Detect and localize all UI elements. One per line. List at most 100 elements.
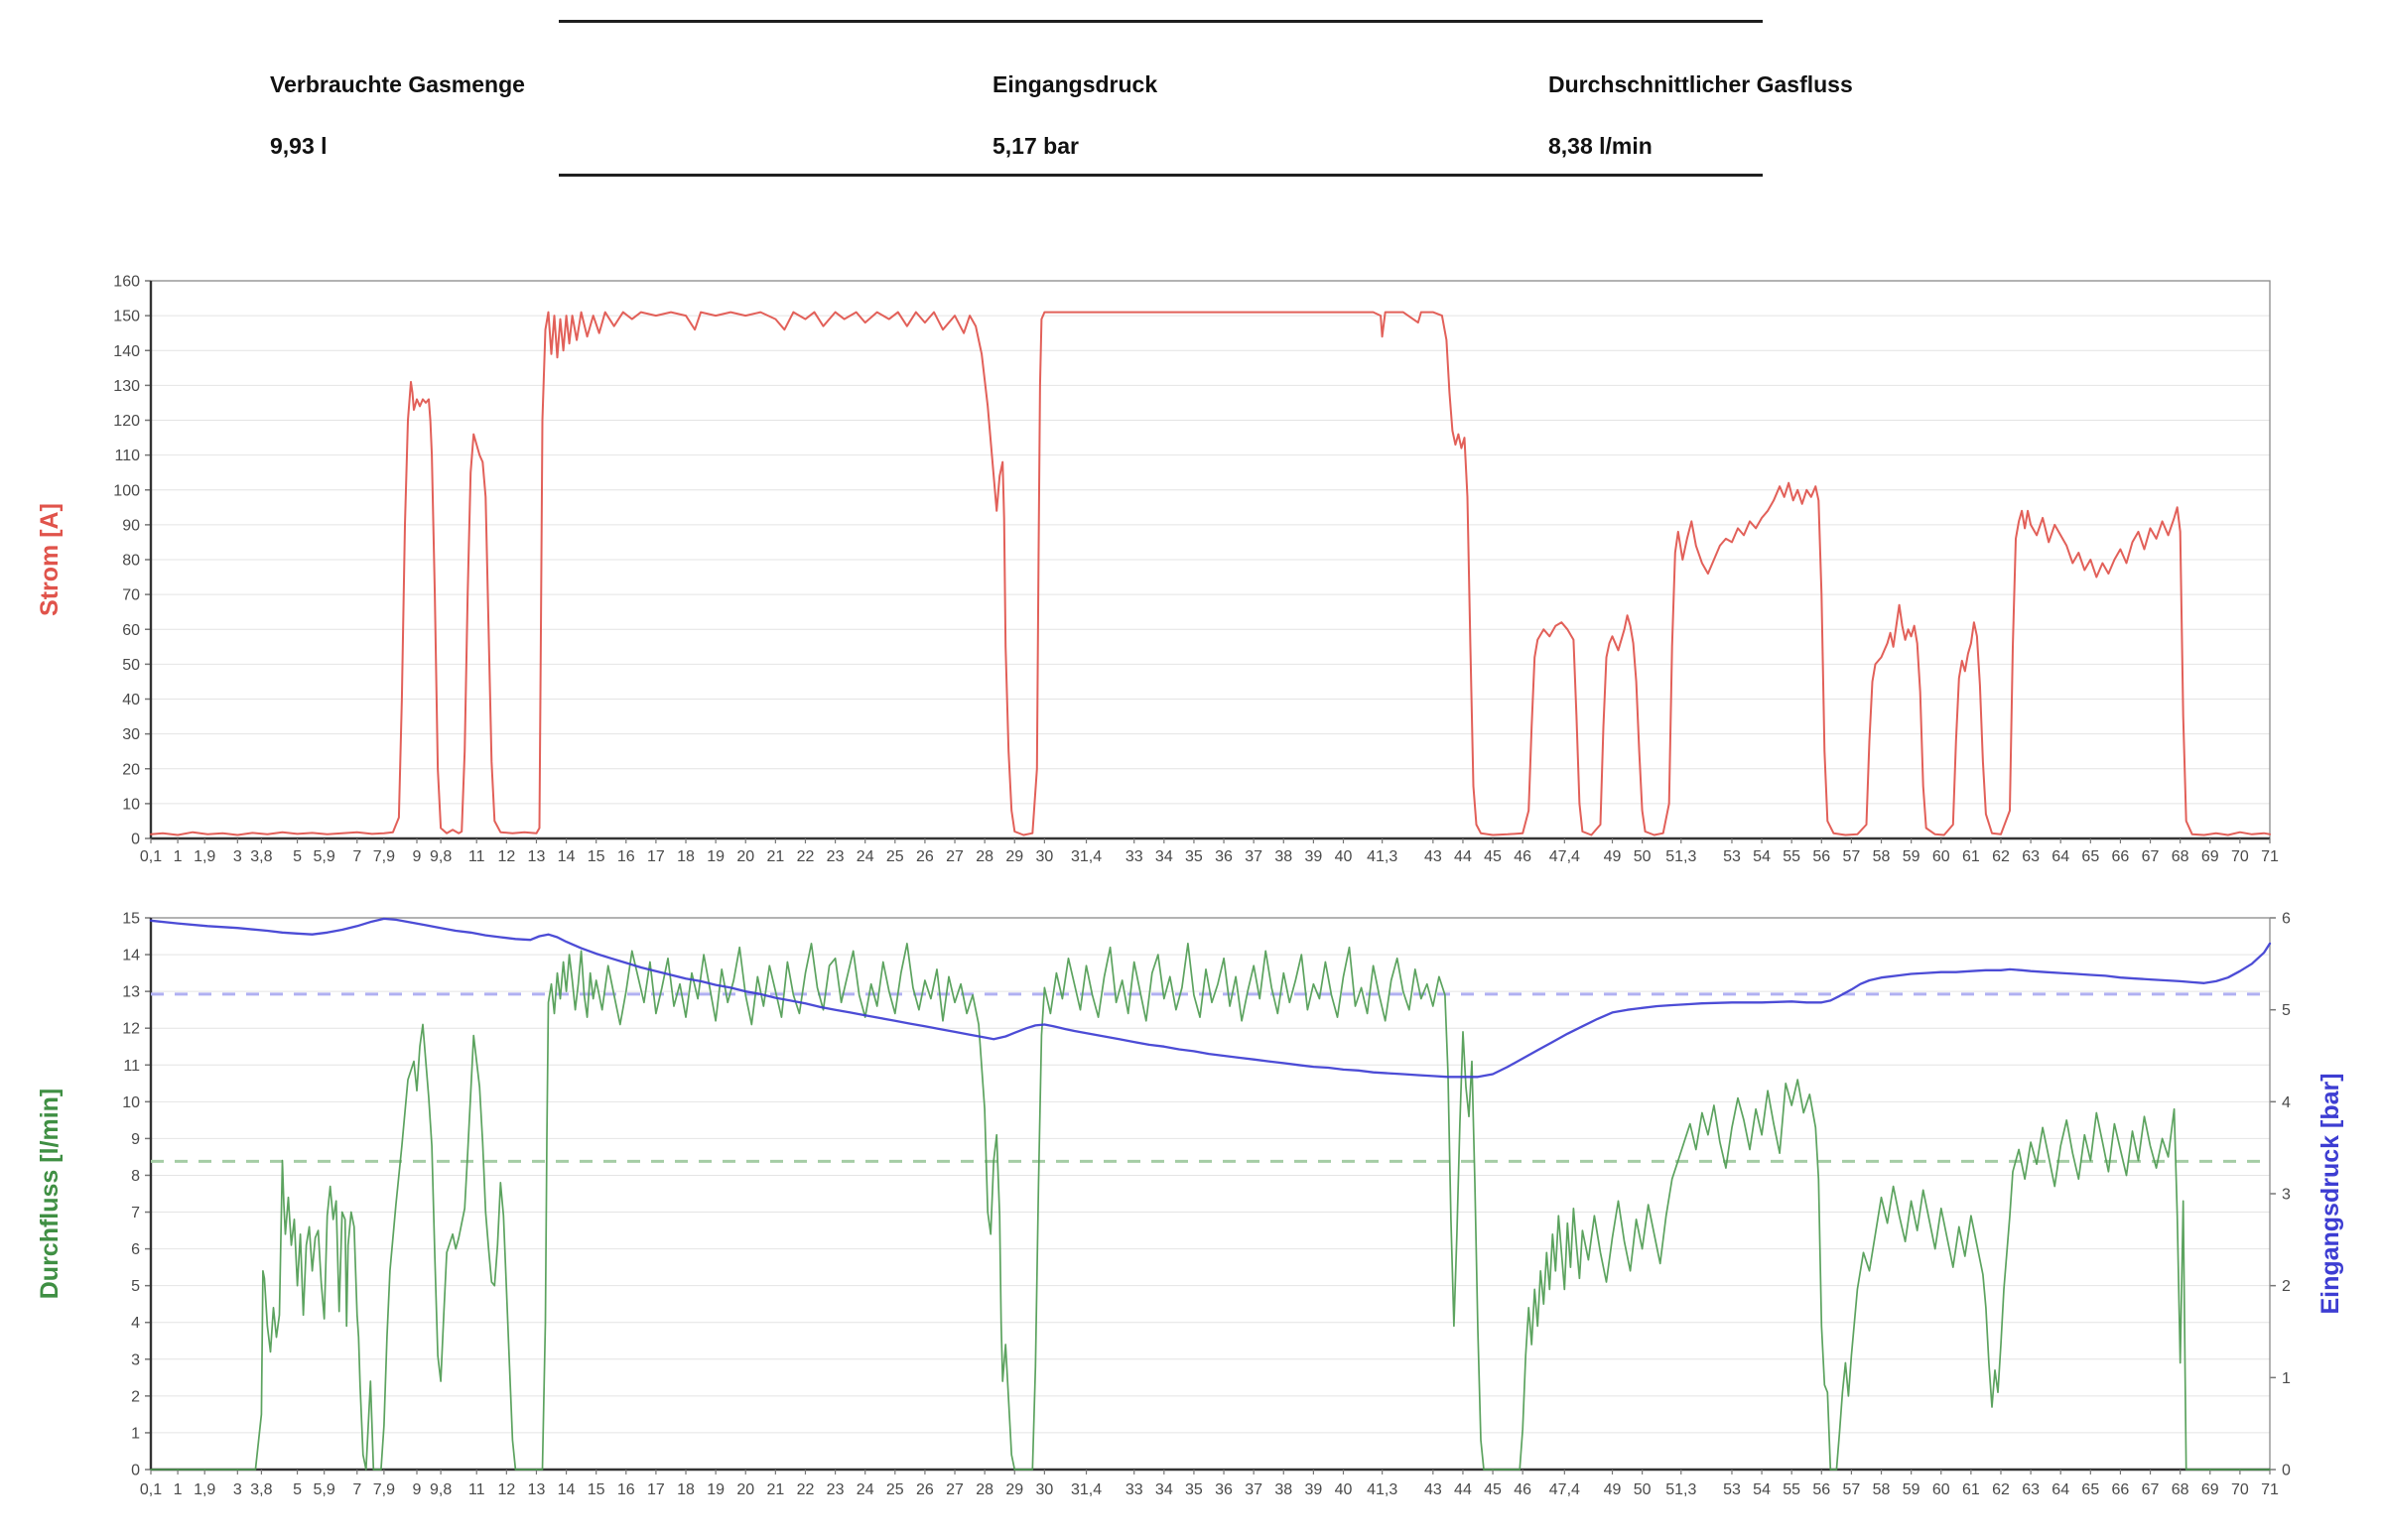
svg-text:29: 29 — [1005, 848, 1023, 865]
svg-text:23: 23 — [827, 848, 845, 865]
svg-text:45: 45 — [1484, 848, 1502, 865]
svg-text:54: 54 — [1753, 1481, 1771, 1498]
svg-text:59: 59 — [1903, 1481, 1920, 1498]
svg-text:140: 140 — [113, 343, 140, 360]
svg-text:41,3: 41,3 — [1367, 848, 1397, 865]
svg-text:6: 6 — [2282, 911, 2291, 928]
svg-text:58: 58 — [1873, 1481, 1891, 1498]
svg-text:1,9: 1,9 — [194, 848, 215, 865]
flow-pressure-chart: Durchfluss [l/min] Eingangsdruck [bar] 0… — [36, 911, 2344, 1499]
svg-text:38: 38 — [1274, 1481, 1292, 1498]
svg-text:13: 13 — [528, 848, 546, 865]
svg-text:44: 44 — [1454, 848, 1472, 865]
svg-text:9: 9 — [131, 1131, 140, 1148]
svg-text:12: 12 — [497, 1481, 515, 1498]
svg-text:45: 45 — [1484, 1481, 1502, 1498]
svg-text:1: 1 — [174, 848, 183, 865]
svg-text:49: 49 — [1604, 1481, 1622, 1498]
svg-text:43: 43 — [1424, 1481, 1442, 1498]
svg-text:61: 61 — [1962, 1481, 1980, 1498]
svg-text:5: 5 — [293, 1481, 302, 1498]
svg-text:160: 160 — [113, 274, 140, 291]
svg-text:3,8: 3,8 — [250, 1481, 272, 1498]
avg-gasflow-label: Durchschnittlicher Gasfluss — [1548, 71, 1853, 97]
svg-text:40: 40 — [1335, 1481, 1353, 1498]
svg-text:22: 22 — [797, 848, 815, 865]
svg-text:11: 11 — [123, 1058, 140, 1075]
svg-text:34: 34 — [1155, 1481, 1173, 1498]
svg-text:66: 66 — [2112, 1481, 2130, 1498]
svg-text:36: 36 — [1215, 1481, 1233, 1498]
svg-text:7: 7 — [352, 848, 361, 865]
svg-text:18: 18 — [677, 848, 695, 865]
svg-text:130: 130 — [113, 378, 140, 395]
svg-text:39: 39 — [1304, 848, 1322, 865]
svg-text:34: 34 — [1155, 848, 1173, 865]
svg-text:20: 20 — [736, 1481, 754, 1498]
svg-text:6: 6 — [131, 1241, 140, 1258]
svg-text:0,1: 0,1 — [140, 1481, 162, 1498]
svg-text:31,4: 31,4 — [1071, 848, 1102, 865]
svg-text:47,4: 47,4 — [1549, 848, 1580, 865]
svg-text:60: 60 — [1932, 1481, 1950, 1498]
svg-text:30: 30 — [122, 726, 140, 743]
svg-text:3: 3 — [131, 1351, 140, 1368]
svg-text:66: 66 — [2112, 848, 2130, 865]
svg-text:28: 28 — [976, 848, 993, 865]
svg-text:4: 4 — [131, 1315, 140, 1332]
svg-text:60: 60 — [122, 622, 140, 639]
svg-text:36: 36 — [1215, 848, 1233, 865]
svg-text:100: 100 — [113, 482, 140, 499]
svg-text:27: 27 — [946, 1481, 964, 1498]
svg-text:47,4: 47,4 — [1549, 1481, 1580, 1498]
durchfluss-axis-title: Durchfluss [l/min] — [36, 1089, 64, 1300]
svg-text:53: 53 — [1723, 1481, 1741, 1498]
svg-text:1,9: 1,9 — [194, 1481, 215, 1498]
svg-text:5,9: 5,9 — [314, 848, 335, 865]
svg-text:0,1: 0,1 — [140, 848, 162, 865]
avg-gasflow-value: 8,38 l/min — [1548, 133, 1653, 159]
svg-text:13: 13 — [528, 1481, 546, 1498]
svg-text:17: 17 — [647, 848, 665, 865]
svg-text:53: 53 — [1723, 848, 1741, 865]
svg-text:9: 9 — [413, 1481, 422, 1498]
svg-text:67: 67 — [2142, 1481, 2160, 1498]
svg-text:57: 57 — [1843, 1481, 1861, 1498]
svg-text:40: 40 — [1335, 848, 1353, 865]
svg-text:68: 68 — [2172, 848, 2189, 865]
svg-text:63: 63 — [2022, 1481, 2040, 1498]
svg-text:17: 17 — [647, 1481, 665, 1498]
svg-text:55: 55 — [1783, 1481, 1800, 1498]
svg-text:56: 56 — [1812, 848, 1830, 865]
svg-text:3: 3 — [2282, 1187, 2291, 1204]
svg-text:10: 10 — [122, 796, 140, 813]
svg-text:70: 70 — [2231, 848, 2249, 865]
svg-text:5: 5 — [2282, 1002, 2291, 1019]
svg-text:37: 37 — [1245, 848, 1262, 865]
svg-text:14: 14 — [558, 1481, 576, 1498]
svg-text:54: 54 — [1753, 848, 1771, 865]
svg-text:14: 14 — [122, 948, 140, 964]
svg-text:12: 12 — [122, 1021, 140, 1038]
svg-text:5: 5 — [293, 848, 302, 865]
svg-text:11: 11 — [468, 1481, 485, 1498]
svg-text:55: 55 — [1783, 848, 1800, 865]
svg-text:35: 35 — [1185, 1481, 1203, 1498]
svg-text:64: 64 — [2051, 1481, 2069, 1498]
svg-text:57: 57 — [1843, 848, 1861, 865]
svg-text:7: 7 — [131, 1205, 140, 1221]
svg-text:9,8: 9,8 — [430, 1481, 452, 1498]
svg-text:14: 14 — [558, 848, 576, 865]
svg-text:67: 67 — [2142, 848, 2160, 865]
svg-text:19: 19 — [707, 1481, 725, 1498]
svg-text:21: 21 — [766, 1481, 784, 1498]
svg-text:50: 50 — [1634, 848, 1652, 865]
svg-text:69: 69 — [2201, 848, 2219, 865]
svg-text:21: 21 — [766, 848, 784, 865]
svg-text:70: 70 — [2231, 1481, 2249, 1498]
svg-text:35: 35 — [1185, 848, 1203, 865]
svg-text:7,9: 7,9 — [373, 848, 395, 865]
svg-text:2: 2 — [131, 1388, 140, 1405]
svg-text:50: 50 — [122, 657, 140, 674]
